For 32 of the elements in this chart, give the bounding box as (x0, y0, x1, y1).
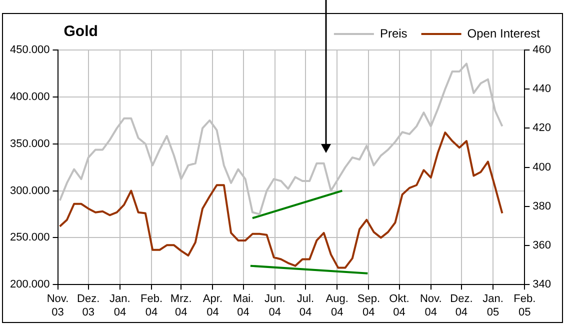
x-tick-label: Dez. 04 (450, 293, 473, 318)
y-tick-label: 250.000 (10, 232, 50, 244)
legend-label: Open Interest (467, 26, 541, 40)
x-tick-label: Feb. 04 (140, 293, 163, 318)
x-tick-label: Dez. 03 (77, 293, 100, 318)
x-tick-label: Jan. 04 (110, 293, 130, 318)
x-tick-label: Okt. 04 (389, 293, 410, 318)
y2-tick-label: 400 (532, 161, 552, 174)
legend-label: Preis (380, 26, 408, 40)
x-tick-label: Nov. 04 (420, 293, 442, 318)
y-tick-label: 400.000 (10, 90, 50, 103)
chart-title: Gold (64, 23, 98, 40)
x-tick-label: Sep. 04 (357, 293, 380, 318)
y-tick-label: 200.000 (10, 278, 50, 291)
y2-tick-label: 380 (532, 200, 552, 212)
y-tick-label: 300.000 (10, 184, 50, 197)
x-tick-label: Nov. 03 (46, 293, 69, 318)
y2-tick-label: 440 (532, 83, 552, 96)
x-tick-label: Mrz. 04 (170, 293, 192, 318)
x-tick-label: Apr. 04 (202, 293, 222, 318)
x-tick-label: Aug. 04 (326, 293, 348, 318)
x-tick-label: Jul. 04 (296, 293, 314, 318)
y-tick-label: 450.000 (10, 44, 50, 56)
y2-tick-label: 360 (532, 240, 552, 252)
x-tick-label: Mai. 04 (232, 293, 254, 318)
x-tick-label: Jun. 04 (264, 293, 286, 318)
y-tick-label: 350.000 (10, 138, 50, 150)
y2-tick-label: 460 (532, 44, 552, 56)
y2-tick-label: 420 (532, 122, 552, 134)
x-tick-label: Feb. 05 (514, 293, 536, 318)
y2-tick-label: 340 (532, 278, 552, 291)
x-tick-label: Jan. 05 (482, 293, 504, 318)
